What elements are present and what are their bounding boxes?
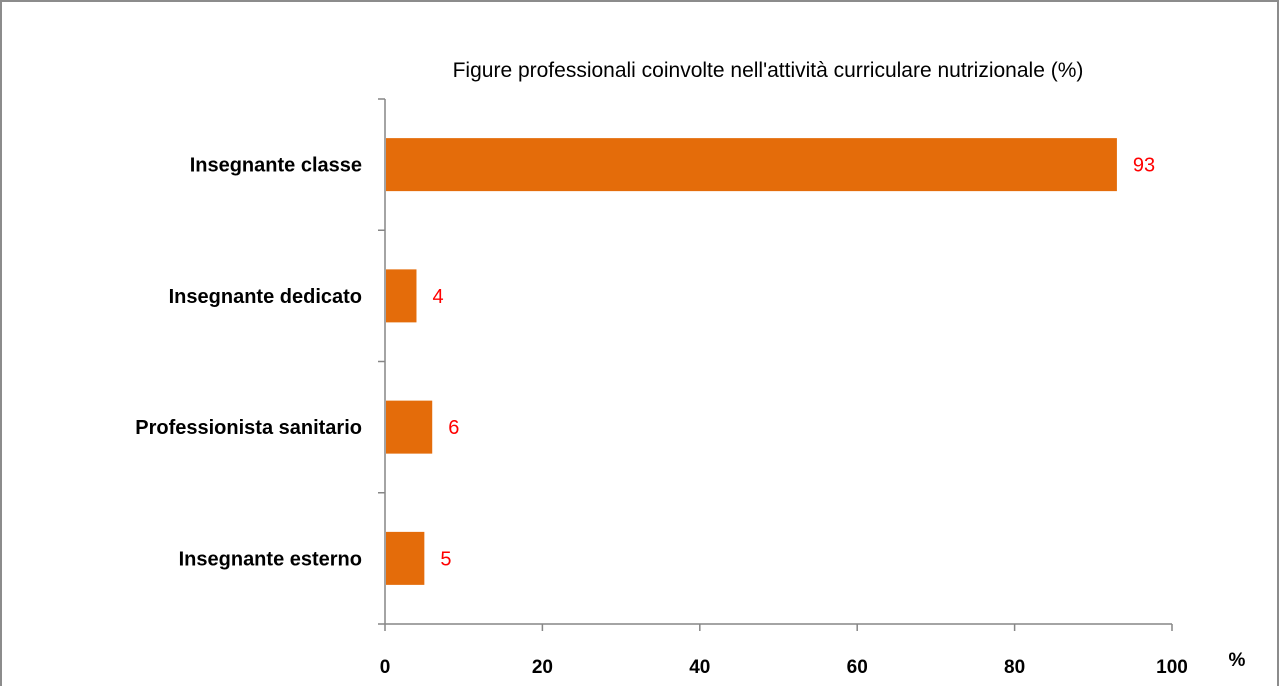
plot-area: 0 20 40 60 80 100 Insegnante classe 93 Insegnant… <box>135 98 1188 678</box>
category-label: Insegnante esterno <box>179 548 362 570</box>
x-axis-unit-label: % <box>1229 650 1246 671</box>
chart-title: Figure professionali coinvolte nell'atti… <box>453 59 1084 82</box>
x-tick-label: 80 <box>1004 657 1025 678</box>
bar <box>386 269 417 323</box>
x-tick-label: 20 <box>532 657 553 678</box>
x-tick-label: 60 <box>847 657 868 678</box>
data-label: 5 <box>440 548 451 570</box>
data-label: 6 <box>448 417 459 439</box>
x-tick-label: 100 <box>1156 657 1188 678</box>
bar <box>386 531 425 585</box>
category-label: Insegnante classe <box>190 155 362 177</box>
x-tick-label: 40 <box>689 657 710 678</box>
category-label: Professionista sanitario <box>135 417 362 439</box>
bar <box>386 400 433 454</box>
bar <box>386 138 1117 192</box>
x-tick-label: 0 <box>380 657 391 678</box>
category-label: Insegnante dedicato <box>169 286 362 308</box>
data-label: 93 <box>1133 155 1155 177</box>
data-label: 4 <box>432 286 443 308</box>
